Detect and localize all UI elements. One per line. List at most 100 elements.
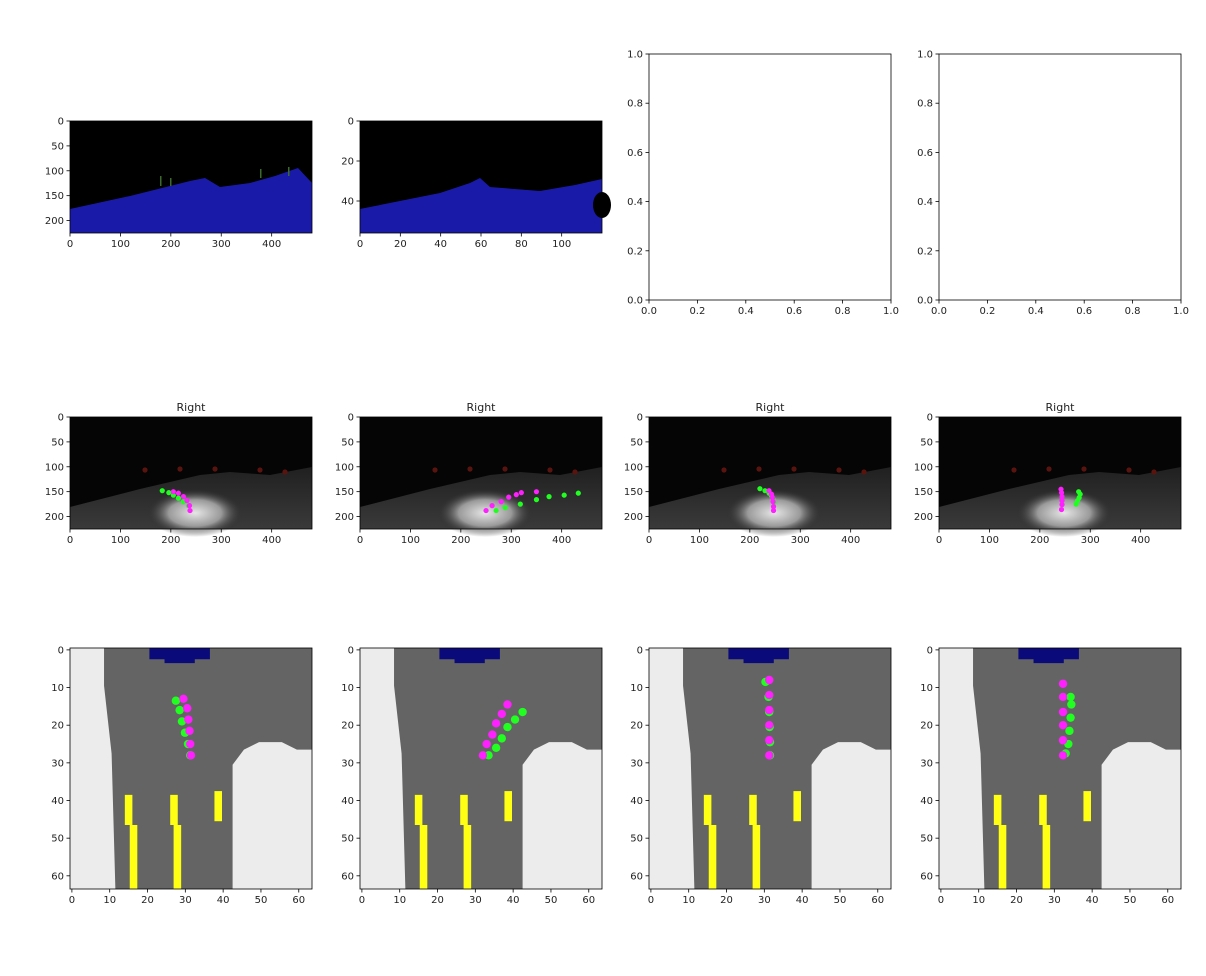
- camera-panel-0: 0 100 200 300 400 0 50 100 150 200: [45, 413, 313, 546]
- bev-traj-magenta-point: [1058, 679, 1068, 688]
- bev-traj-green-point: [1067, 700, 1076, 709]
- bev-2-ytick-label-3: 30: [630, 758, 643, 769]
- traj-magenta-point: [770, 507, 777, 514]
- camera-2-ytick-label-3: 150: [624, 487, 643, 498]
- traj-magenta-point: [175, 490, 181, 496]
- camera-light-0-1: [177, 466, 183, 472]
- bev-right-area-3: [1101, 742, 1181, 889]
- camera-headlight-3: [1016, 489, 1112, 537]
- bev-3-ytick-label-1: 10: [920, 683, 933, 694]
- camera-1-xtick-label-3: 300: [502, 535, 521, 546]
- bev-2-ytick-label-2: 20: [630, 721, 643, 732]
- seg-image-1-ytick-label-3: 150: [45, 191, 64, 202]
- bev-traj-green-point: [518, 707, 527, 717]
- camera-2-xtick-label-3: 300: [791, 535, 810, 546]
- empty-axes-2-frame: [938, 53, 1182, 301]
- camera-3-ytick-label-3: 150: [914, 487, 933, 498]
- bev-lane-mark-3-b: [998, 824, 1007, 889]
- bev-0-xtick-label-0: 0: [69, 895, 75, 906]
- empty-axes-2-ytick-label-0: 0.0: [917, 296, 933, 307]
- traj-magenta-point: [1058, 506, 1065, 513]
- camera-light-3-0: [1011, 467, 1017, 473]
- empty-axes-2-ytick-label-4: 0.8: [917, 99, 933, 110]
- empty-axes-1-xtick-label-3: 0.6: [786, 306, 802, 317]
- bev-2-ytick-label-1: 10: [630, 683, 643, 694]
- bev-2-frame: [648, 647, 892, 890]
- bev-left-area-2: [649, 648, 695, 889]
- traj-green-point: [533, 497, 540, 503]
- seg-post-2: [170, 178, 172, 186]
- bev-lane-mark-1-a: [414, 794, 423, 825]
- bev-lane-mark-1-e: [504, 791, 513, 822]
- bev-0-xtick-label-4: 40: [217, 895, 230, 906]
- bev-traj-magenta-point: [765, 736, 774, 745]
- bev-traj-magenta-point: [765, 675, 774, 685]
- bev-2-xtick-label-4: 40: [796, 895, 809, 906]
- bev-traj-green-point: [510, 715, 520, 724]
- camera-1-ytick-label-3: 150: [335, 487, 354, 498]
- bev-traj-green-point: [171, 696, 181, 705]
- bev-0-frame: [69, 647, 313, 890]
- bev-traj-magenta-point: [185, 726, 194, 736]
- bev-0-xtick-label-2: 20: [141, 895, 154, 906]
- seg-image-2-xtick-label-2: 40: [434, 239, 447, 250]
- bev-3-ytick-label-0: 0: [927, 645, 933, 656]
- seg-image-1-xtick-label-0: 0: [67, 239, 73, 250]
- traj-green-point: [575, 490, 581, 496]
- traj-green-point: [546, 494, 552, 500]
- camera-panel-3: 0 100 200 300 400 0 50 100 150 200: [914, 413, 1182, 546]
- bev-2-ytick-label-6: 60: [630, 871, 643, 882]
- bev-traj-magenta-point: [503, 700, 512, 709]
- camera-1-xtick-label-0: 0: [357, 535, 363, 546]
- bev-1-ytick-label-0: 0: [348, 645, 354, 656]
- bev-0-ytick-label-0: 0: [58, 645, 64, 656]
- bev-1-xtick-label-1: 10: [393, 895, 406, 906]
- bev-1-ytick-label-2: 20: [341, 721, 354, 732]
- seg-image-2-xtick-label-5: 100: [552, 239, 571, 250]
- bev-traj-magenta-point: [765, 720, 774, 730]
- camera-3-xtick-label-0: 0: [936, 535, 942, 546]
- bev-traj-green-point: [491, 743, 501, 752]
- camera-light-2-1: [756, 466, 762, 472]
- camera-2-ytick-label-0: 0: [637, 413, 643, 424]
- camera-panel-1: 0 100 200 300 400 0 50 100 150 200: [335, 413, 603, 546]
- seg-image-1-ytick-label-2: 100: [45, 166, 64, 177]
- bev-0-xtick-label-1: 10: [103, 895, 116, 906]
- camera-light-1-1: [467, 466, 473, 472]
- camera-2-ytick-label-2: 100: [624, 462, 643, 473]
- bev-lane-mark-0-d: [173, 824, 182, 889]
- seg-post-4: [288, 167, 290, 176]
- empty-axes-1-frame: [648, 53, 892, 301]
- empty-axes-2-xtick-label-1: 0.2: [979, 306, 995, 317]
- camera-light-2-4: [861, 469, 867, 475]
- camera-3-xtick-label-3: 300: [1081, 535, 1100, 546]
- traj-magenta-point: [498, 499, 504, 505]
- panel-title-r2-0: Right: [177, 401, 207, 414]
- empty-axes-1-xtick-label-1: 0.2: [689, 306, 705, 317]
- empty-axes-2-xtick-label-3: 0.6: [1076, 306, 1092, 317]
- traj-magenta-point: [483, 507, 489, 514]
- traj-green-point: [762, 488, 768, 494]
- bev-1-xtick-label-5: 50: [545, 895, 558, 906]
- camera-light-0-3: [257, 467, 263, 473]
- bev-panel-2: 0 10 20 30 40 50 60 0 10 20 30 40 50 60: [630, 645, 892, 906]
- bev-panel-1: 0 10 20 30 40 50 60 0 10 20 30 40 50 60: [341, 645, 603, 906]
- bev-1-ytick-label-3: 30: [341, 758, 354, 769]
- empty-axes-2-xtick-label-4: 0.8: [1125, 306, 1141, 317]
- bev-3-xtick-label-6: 60: [1161, 895, 1174, 906]
- camera-light-2-0: [721, 467, 727, 473]
- bev-traj-magenta-point: [1058, 720, 1068, 730]
- bev-lane-mark-0-a: [124, 794, 133, 825]
- camera-1-ytick-label-2: 100: [335, 462, 354, 473]
- bev-3-ytick-label-3: 30: [920, 758, 933, 769]
- empty-axes-1-xtick-label-0: 0.0: [641, 306, 657, 317]
- seg-road-area-2: [360, 178, 602, 233]
- traj-green-point: [561, 492, 567, 498]
- empty-axes-1-ytick-label-4: 0.8: [627, 99, 643, 110]
- empty-axes-1-ytick-label-2: 0.4: [627, 197, 643, 208]
- camera-0-xtick-label-1: 100: [111, 535, 130, 546]
- bev-1-xtick-label-6: 60: [582, 895, 595, 906]
- panel-title-r2-2: Right: [756, 401, 786, 414]
- camera-light-1-4: [572, 469, 578, 475]
- seg-image-2-ytick-label-1: 20: [341, 157, 354, 168]
